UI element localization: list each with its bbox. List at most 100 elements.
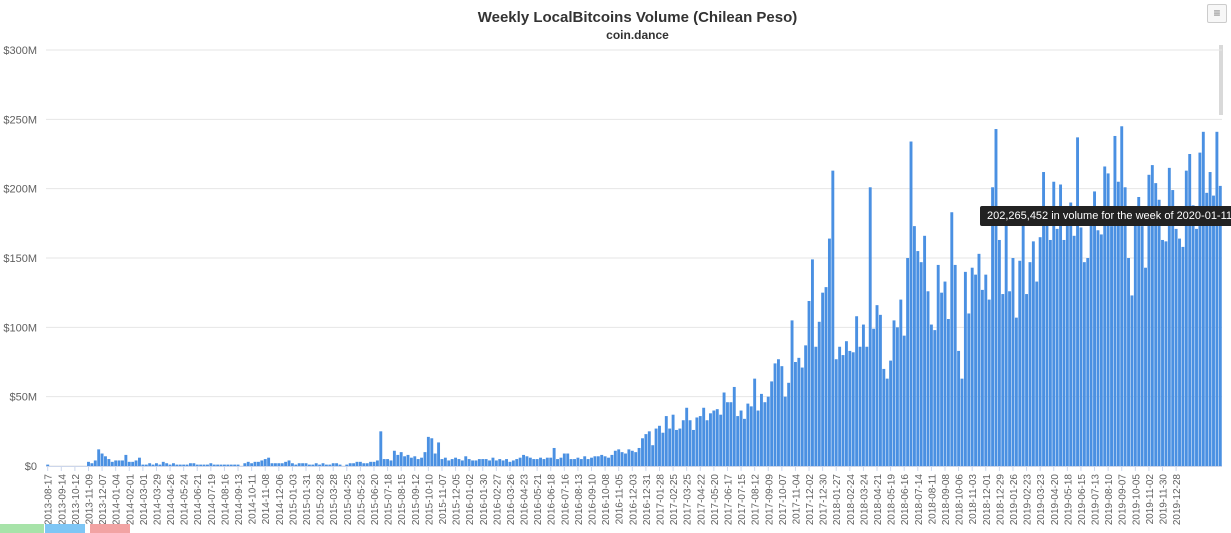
- bar[interactable]: [460, 460, 464, 466]
- bar[interactable]: [1076, 137, 1079, 467]
- bar[interactable]: [396, 454, 400, 466]
- bar[interactable]: [178, 464, 182, 466]
- bar[interactable]: [617, 449, 621, 466]
- bar[interactable]: [844, 341, 848, 466]
- bar[interactable]: [352, 463, 356, 466]
- bar[interactable]: [613, 450, 617, 466]
- bar[interactable]: [246, 461, 250, 466]
- bar[interactable]: [1167, 167, 1171, 466]
- bar[interactable]: [216, 464, 220, 466]
- bar[interactable]: [338, 464, 342, 466]
- bar[interactable]: [304, 463, 308, 466]
- bar[interactable]: [1120, 126, 1124, 467]
- bar[interactable]: [739, 410, 743, 466]
- bar[interactable]: [491, 457, 495, 466]
- bar[interactable]: [518, 457, 522, 466]
- bar[interactable]: [783, 396, 787, 466]
- bar[interactable]: [284, 461, 288, 466]
- bar[interactable]: [1195, 228, 1198, 466]
- bar[interactable]: [202, 464, 206, 466]
- bar[interactable]: [885, 378, 889, 466]
- bar[interactable]: [545, 457, 549, 466]
- bar[interactable]: [484, 459, 488, 466]
- bar[interactable]: [280, 463, 284, 466]
- bar[interactable]: [624, 453, 627, 466]
- scrollbar-thumb[interactable]: [1219, 45, 1223, 115]
- bar[interactable]: [1174, 228, 1178, 466]
- bar[interactable]: [868, 187, 872, 466]
- bar[interactable]: [1072, 235, 1076, 466]
- bar[interactable]: [165, 463, 169, 466]
- bar[interactable]: [542, 459, 546, 466]
- bar[interactable]: [416, 459, 420, 466]
- bar[interactable]: [909, 141, 913, 466]
- bar[interactable]: [430, 438, 434, 466]
- bar[interactable]: [87, 461, 90, 466]
- bar[interactable]: [1106, 173, 1110, 466]
- bar[interactable]: [1014, 317, 1018, 466]
- bar[interactable]: [912, 226, 916, 466]
- legend-swatch-red[interactable]: [90, 524, 130, 533]
- bar[interactable]: [749, 406, 753, 466]
- bar[interactable]: [821, 292, 825, 466]
- bar[interactable]: [824, 287, 828, 466]
- bar[interactable]: [1096, 230, 1100, 466]
- bar[interactable]: [121, 460, 124, 466]
- bar[interactable]: [219, 464, 223, 466]
- bar[interactable]: [794, 362, 797, 466]
- bar[interactable]: [681, 420, 685, 466]
- bar[interactable]: [450, 459, 454, 466]
- bar[interactable]: [851, 352, 855, 466]
- bar[interactable]: [566, 453, 570, 466]
- bar[interactable]: [114, 460, 118, 466]
- bar[interactable]: [1157, 199, 1161, 466]
- bar[interactable]: [902, 335, 906, 466]
- bar[interactable]: [1021, 224, 1025, 466]
- bar[interactable]: [984, 274, 988, 466]
- bar[interactable]: [997, 239, 1001, 466]
- bar[interactable]: [790, 320, 794, 466]
- chart-menu-icon[interactable]: ≡: [1207, 4, 1227, 23]
- bar[interactable]: [919, 262, 923, 466]
- bar[interactable]: [192, 463, 196, 466]
- bar[interactable]: [1018, 260, 1022, 466]
- bar[interactable]: [233, 464, 237, 466]
- bar[interactable]: [892, 320, 896, 466]
- bar[interactable]: [1004, 209, 1008, 466]
- bar[interactable]: [522, 454, 525, 466]
- bar[interactable]: [1008, 291, 1012, 466]
- bar[interactable]: [236, 464, 240, 466]
- bar[interactable]: [362, 463, 366, 466]
- bar[interactable]: [97, 449, 101, 466]
- bar[interactable]: [389, 460, 393, 466]
- bar[interactable]: [290, 463, 294, 466]
- bar[interactable]: [90, 463, 94, 466]
- bar[interactable]: [189, 463, 192, 466]
- bar[interactable]: [705, 420, 709, 466]
- bar[interactable]: [1205, 192, 1209, 466]
- bar[interactable]: [369, 461, 373, 466]
- bar[interactable]: [1137, 196, 1141, 467]
- bar[interactable]: [861, 324, 865, 466]
- bar[interactable]: [929, 324, 933, 466]
- bar[interactable]: [307, 464, 311, 466]
- bar[interactable]: [950, 212, 954, 466]
- bar[interactable]: [464, 456, 468, 466]
- bar[interactable]: [226, 464, 230, 466]
- bar[interactable]: [882, 368, 886, 466]
- bar[interactable]: [311, 464, 315, 466]
- bar[interactable]: [980, 289, 984, 466]
- bar[interactable]: [810, 259, 814, 466]
- bar[interactable]: [117, 460, 121, 466]
- bar[interactable]: [736, 416, 740, 466]
- bar[interactable]: [348, 463, 352, 466]
- bar[interactable]: [963, 271, 967, 466]
- bar[interactable]: [1062, 239, 1066, 466]
- bar[interactable]: [260, 460, 264, 466]
- bar[interactable]: [712, 410, 716, 466]
- bar[interactable]: [722, 392, 726, 466]
- bar[interactable]: [923, 235, 927, 466]
- bar[interactable]: [1065, 224, 1069, 466]
- bar[interactable]: [586, 459, 590, 466]
- bar[interactable]: [804, 345, 808, 466]
